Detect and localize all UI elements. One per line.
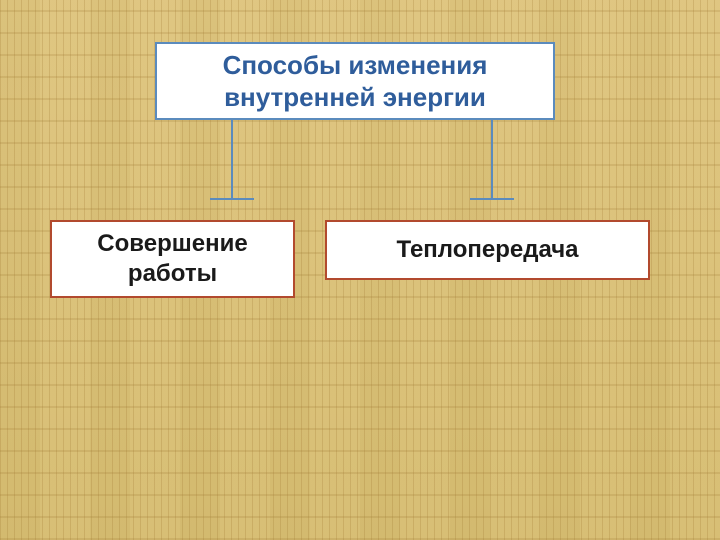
right-child-node: Теплопередача [325,220,650,280]
root-node: Способы изменения внутренней энергии [155,42,555,120]
connector-to-left [210,120,254,200]
connector-stem [231,120,233,200]
right-child-label: Теплопередача [396,235,578,265]
connector-foot [470,198,514,200]
connector-to-right [470,120,514,200]
left-child-node: Совершение работы [50,220,295,298]
connector-stem [491,120,493,200]
root-node-label: Способы изменения внутренней энергии [167,49,543,114]
left-child-label: Совершение работы [62,229,283,289]
connector-foot [210,198,254,200]
diagram-canvas: Способы изменения внутренней энергии Сов… [0,0,720,540]
